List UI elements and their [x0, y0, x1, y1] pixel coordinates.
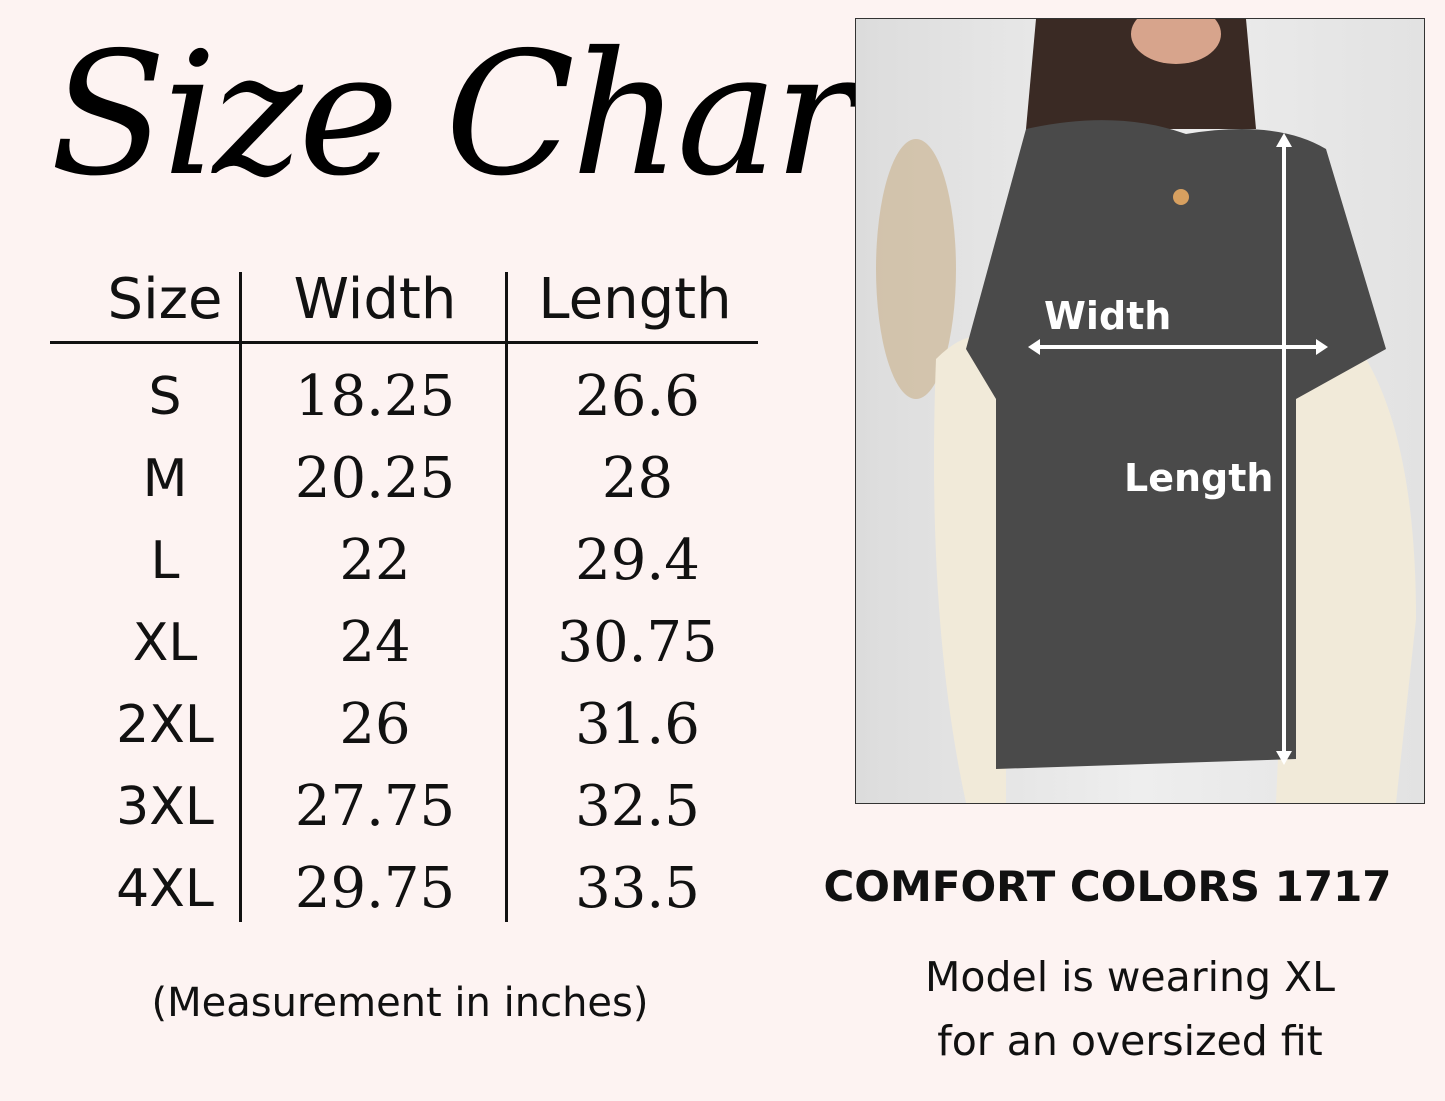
header-size: Size — [107, 267, 223, 332]
model-note-line: for an oversized fit — [937, 1017, 1323, 1065]
width-label: Width — [1044, 294, 1171, 338]
cell-length: 32.5 — [575, 774, 700, 839]
model-photo: Width Length — [855, 18, 1425, 804]
length-label: Length — [1124, 456, 1273, 500]
cardigan-left — [934, 336, 1006, 803]
cell-width: 27.75 — [294, 774, 456, 839]
cell-size: S — [148, 367, 182, 427]
cardigan-right — [1276, 319, 1416, 803]
column-divider — [239, 272, 242, 922]
cell-length: 29.4 — [575, 528, 700, 593]
model-note-line: Model is wearing XL — [924, 953, 1336, 1001]
cell-size: 2XL — [116, 695, 214, 755]
cell-length: 33.5 — [575, 856, 700, 921]
cell-length: 26.6 — [575, 364, 700, 429]
model-note: Model is wearing XL for an oversized fit — [860, 945, 1400, 1073]
cell-width: 18.25 — [294, 364, 456, 429]
model-illustration: Width Length — [876, 19, 1416, 803]
cell-size: XL — [132, 613, 198, 673]
cell-width: 29.75 — [294, 856, 456, 921]
cell-size: L — [150, 531, 180, 591]
necklace-pendant — [1173, 189, 1189, 205]
t-shirt — [966, 120, 1386, 770]
header-length: Length — [538, 267, 732, 332]
cell-width: 20.25 — [294, 446, 456, 511]
cell-width: 24 — [339, 610, 411, 675]
brand-label: COMFORT COLORS 1717 — [823, 862, 1392, 911]
face — [1131, 19, 1221, 64]
cell-length: 30.75 — [557, 610, 718, 675]
header-divider — [50, 341, 758, 344]
cell-size: 3XL — [116, 777, 214, 837]
header-width: Width — [293, 267, 457, 332]
cell-width: 22 — [339, 528, 411, 593]
cell-size: 4XL — [116, 859, 214, 919]
cell-length: 28 — [601, 446, 674, 511]
pampas-grass — [876, 139, 956, 399]
cell-width: 26 — [339, 692, 411, 757]
cell-size: M — [142, 449, 188, 509]
column-divider — [505, 272, 508, 922]
measurement-note: (Measurement in inches) — [151, 980, 649, 1026]
page-title: Size Chart — [50, 16, 920, 214]
cell-length: 31.6 — [575, 692, 700, 757]
